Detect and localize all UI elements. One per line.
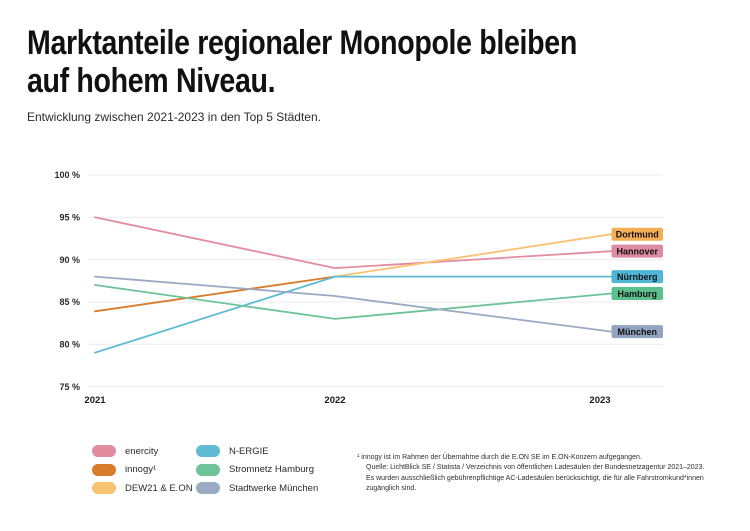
city-label-dortmund: Dortmund — [616, 230, 659, 240]
legend-label: enercity — [125, 445, 159, 457]
series-line-innogy- — [94, 275, 336, 313]
footnote-line-3: Es wurden ausschließlich gebührenpflicht… — [366, 474, 704, 482]
legend-column-2: N-ERGIE Stromnetz Hamburg Stadtwerke Mün… — [196, 442, 318, 498]
city-label-nuernberg: Nürnberg — [617, 272, 658, 282]
legend-swatch-n-ergie — [196, 445, 220, 458]
footnote-line-4: zugänglich sind. — [366, 484, 417, 492]
x-tick-label: 2021 — [84, 395, 106, 406]
series-line-stadtwerke-m-nchen — [94, 275, 613, 333]
series-line-dew21-e-on — [334, 233, 613, 278]
city-label-box-muenchen — [611, 325, 663, 339]
y-tick-label: 90 % — [59, 255, 80, 265]
series-line-n-ergie — [94, 275, 613, 354]
legend-item-innogy: innogy¹ — [92, 461, 193, 480]
y-tick-label: 95 % — [59, 213, 80, 223]
y-tick-label: 75 % — [59, 382, 80, 392]
y-tick-label: 80 % — [59, 339, 80, 349]
page-title-line-1: Marktanteile regionaler Monopole bleiben — [27, 24, 577, 62]
y-tick-label: 100 % — [54, 170, 80, 180]
footnote: ¹ innogy ist im Rahmen der Übernahme dur… — [357, 453, 704, 494]
footnote-line-2: Quelle: LichtBlick SE / Statista / Verze… — [366, 464, 705, 472]
city-label-box-hamburg — [611, 286, 663, 300]
page-subtitle: Entwicklung zwischen 2021-2023 in den To… — [27, 110, 321, 124]
city-label-hannover: Hannover — [616, 247, 658, 257]
city-label-box-hannover — [611, 244, 663, 258]
legend-swatch-stadtwerke-muenchen — [196, 482, 220, 495]
legend-swatch-stromnetz-hamburg — [196, 463, 220, 476]
legend-item-n-ergie: N-ERGIE — [196, 442, 318, 461]
page-title: Marktanteile regionaler Monopole bleiben… — [27, 24, 749, 100]
x-tick-label: 2023 — [589, 395, 610, 406]
footnote-line-1: ¹ innogy ist im Rahmen der Übernahme dur… — [357, 454, 642, 461]
legend-item-dew21-eon: DEW21 & E.ON — [92, 479, 193, 498]
city-label-muenchen: München — [618, 327, 658, 337]
legend-label: DEW21 & E.ON — [125, 482, 193, 494]
page-title-line-2: auf hohem Niveau. — [27, 62, 276, 100]
legend-item-stromnetz-hamburg: Stromnetz Hamburg — [196, 461, 318, 480]
series-line-stromnetz-hamburg — [94, 284, 613, 320]
city-label-box-dortmund — [611, 227, 663, 241]
legend-label: Stromnetz Hamburg — [229, 464, 315, 476]
x-tick-label: 2022 — [324, 395, 345, 406]
legend-swatch-innogy — [92, 463, 116, 476]
legend-label: N-ERGIE — [229, 445, 269, 457]
legend-item-enercity: enercity — [92, 442, 193, 461]
series-line-enercity — [94, 216, 613, 270]
city-label-box-nuernberg — [611, 270, 663, 284]
legend-column-1: enercity innogy¹ DEW21 & E.ON — [92, 442, 193, 498]
legend-label: Stadtwerke München — [229, 482, 319, 494]
y-tick-label: 85 % — [59, 297, 80, 307]
city-label-hamburg: Hamburg — [617, 289, 657, 299]
legend-swatch-dew21-eon — [92, 482, 116, 495]
legend-label: innogy¹ — [125, 464, 157, 476]
legend-item-stadtwerke-muenchen: Stadtwerke München — [196, 479, 318, 498]
legend-swatch-enercity — [92, 445, 116, 458]
